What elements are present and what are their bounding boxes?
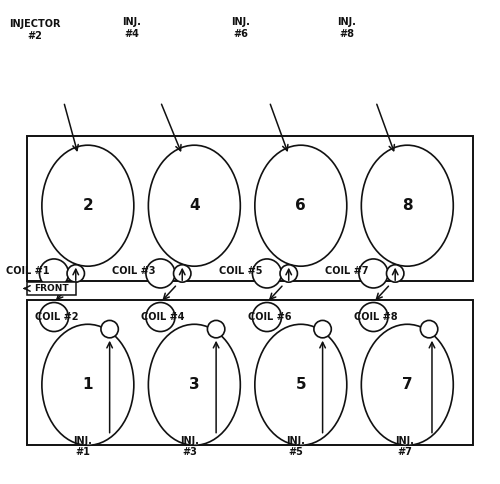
Text: 1: 1 [82, 378, 93, 392]
Circle shape [208, 320, 225, 338]
Text: COIL #1: COIL #1 [6, 266, 49, 276]
Circle shape [386, 265, 404, 282]
Text: INJ.
#3: INJ. #3 [180, 436, 199, 457]
Circle shape [420, 320, 438, 338]
Text: COIL #2: COIL #2 [34, 312, 78, 322]
Circle shape [252, 302, 282, 332]
Bar [28, 136, 472, 281]
Text: 3: 3 [189, 378, 200, 392]
Text: 5: 5 [296, 378, 306, 392]
Text: 2: 2 [82, 198, 93, 213]
Circle shape [359, 259, 388, 288]
Text: INJ.
#1: INJ. #1 [74, 436, 92, 457]
Text: INJECTOR
#2: INJECTOR #2 [9, 19, 60, 41]
Text: COIL #3: COIL #3 [112, 266, 156, 276]
Circle shape [101, 320, 118, 338]
Ellipse shape [362, 145, 454, 266]
Bar [28, 300, 472, 445]
Text: 6: 6 [296, 198, 306, 213]
Text: INJ.
#6: INJ. #6 [231, 17, 250, 39]
Ellipse shape [255, 324, 347, 445]
Ellipse shape [42, 324, 134, 445]
Text: 4: 4 [189, 198, 200, 213]
Text: 8: 8 [402, 198, 412, 213]
Text: COIL #6: COIL #6 [248, 312, 291, 322]
Circle shape [40, 302, 68, 332]
Circle shape [174, 265, 191, 282]
Circle shape [146, 259, 175, 288]
Text: INJ.
#8: INJ. #8 [338, 17, 356, 39]
Circle shape [67, 265, 84, 282]
Ellipse shape [148, 145, 240, 266]
Circle shape [359, 302, 388, 332]
Circle shape [280, 265, 297, 282]
Text: COIL #5: COIL #5 [218, 266, 262, 276]
Circle shape [252, 259, 282, 288]
Text: 7: 7 [402, 378, 412, 392]
Circle shape [40, 259, 68, 288]
Circle shape [146, 302, 175, 332]
Text: COIL #4: COIL #4 [141, 312, 184, 322]
Text: FRONT: FRONT [34, 284, 69, 293]
Ellipse shape [362, 324, 454, 445]
Circle shape [314, 320, 332, 338]
Text: COIL #7: COIL #7 [325, 266, 368, 276]
Text: INJ.
#5: INJ. #5 [286, 436, 306, 457]
Text: COIL #8: COIL #8 [354, 312, 398, 322]
Ellipse shape [255, 145, 347, 266]
Ellipse shape [42, 145, 134, 266]
Ellipse shape [148, 324, 240, 445]
Bar [28, 282, 76, 295]
Text: INJ.
#4: INJ. #4 [122, 17, 141, 39]
Text: INJ.
#7: INJ. #7 [396, 436, 414, 457]
